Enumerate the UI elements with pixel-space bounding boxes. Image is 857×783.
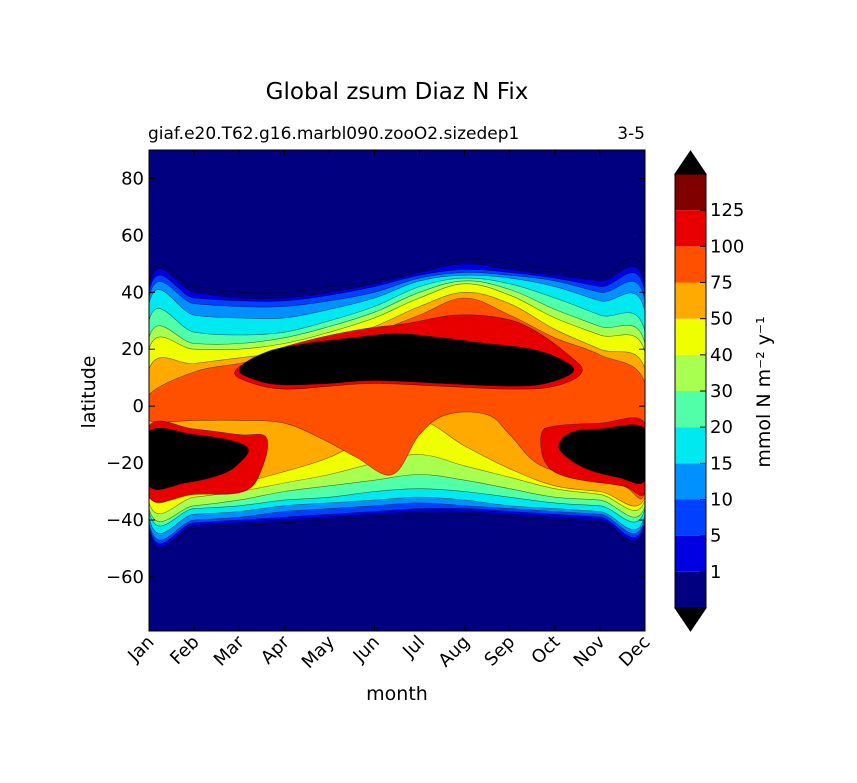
- colorbar-segment: [675, 210, 706, 247]
- y-tick-label: −20: [106, 453, 144, 474]
- x-tick-label: Feb: [166, 632, 203, 669]
- colorbar-tick-label: 40: [710, 345, 733, 366]
- x-tick-label: May: [298, 631, 339, 672]
- colorbar-segment: [675, 246, 706, 283]
- colorbar-segment: [675, 571, 706, 608]
- y-tick-label: 60: [121, 225, 144, 246]
- x-tick-label: Apr: [257, 631, 294, 668]
- y-tick-label: 20: [121, 339, 144, 360]
- colorbar-tick-label: 75: [710, 273, 733, 294]
- contour-region-150: [558, 424, 645, 485]
- colorbar-tick-label: 1: [710, 562, 721, 583]
- colorbar-segment: [675, 391, 706, 428]
- colorbar-segment: [675, 463, 706, 500]
- colorbar-segment: [675, 354, 706, 391]
- y-tick-label: 40: [121, 282, 144, 303]
- x-tick-label: Nov: [570, 631, 610, 671]
- contour-region-150: [149, 427, 249, 490]
- x-tick-label: Jan: [123, 632, 158, 667]
- colorbar-tick-label: 15: [710, 453, 733, 474]
- x-tick-label: Jun: [349, 632, 384, 667]
- plot-frame: [148, 149, 646, 632]
- colorbar-tick-label: 20: [710, 417, 733, 438]
- y-tick-label: 0: [133, 396, 144, 417]
- y-axis: 80 60 40 20 0 −20 −40 −60: [106, 168, 645, 588]
- y-tick-label: −40: [106, 510, 144, 531]
- colorbar-extend-min: [674, 607, 707, 632]
- colorbar-tick-label: 30: [710, 381, 733, 402]
- colorbar-tick-label: 100: [710, 236, 744, 257]
- y-tick-label: −60: [106, 567, 144, 588]
- chart-subtitle-right: 3-5: [617, 124, 645, 144]
- chart-subtitle-left: giaf.e20.T62.g16.marbl090.zooO2.sizedep1: [148, 124, 519, 144]
- x-tick-label: Sep: [480, 632, 519, 671]
- x-tick-label: Jul: [398, 632, 429, 663]
- colorbar-extend-max: [674, 150, 707, 175]
- colorbar-tick-label: 10: [710, 490, 733, 511]
- x-tick-label: Oct: [527, 632, 564, 669]
- x-tick-label: Dec: [615, 632, 654, 671]
- x-tick-label: Aug: [434, 632, 474, 672]
- x-tick-label: Mar: [210, 631, 249, 670]
- colorbar-segment: [675, 318, 706, 355]
- colorbar-segment: [675, 499, 706, 536]
- colorbar-segment: [675, 174, 706, 211]
- colorbar-segment: [675, 535, 706, 572]
- contour-regions: [149, 150, 645, 631]
- y-axis-label: latitude: [78, 356, 100, 429]
- colorbar-tick-label: 5: [710, 526, 721, 547]
- colorbar-tick-label: 125: [710, 200, 744, 221]
- x-axis-label: month: [366, 683, 428, 705]
- colorbar-segment: [675, 282, 706, 319]
- chart-title: Global zsum Diaz N Fix: [266, 79, 529, 105]
- colorbar-tick-label: 50: [710, 309, 733, 330]
- colorbar-label: mmol N m⁻² y⁻¹: [753, 316, 775, 467]
- colorbar-segment: [675, 427, 706, 464]
- y-tick-label: 80: [121, 168, 144, 189]
- contour-region-150: [238, 333, 575, 387]
